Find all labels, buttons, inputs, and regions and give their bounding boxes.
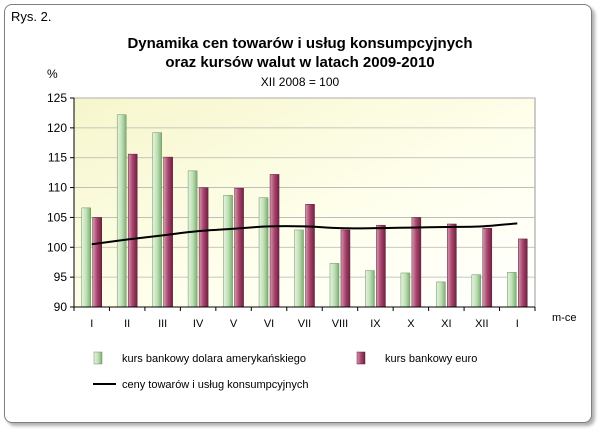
y-tick-label: 115	[48, 151, 67, 165]
x-tick-label: VII	[298, 318, 311, 330]
bar-eur	[376, 224, 386, 308]
x-tick-label: X	[407, 318, 415, 330]
x-tick-label: V	[230, 318, 238, 330]
bar-usd	[294, 229, 304, 308]
bar-usd	[436, 281, 446, 308]
legend-label-usd: kurs bankowy dolara amerykańskiego	[122, 353, 306, 365]
y-tick-label: 95	[54, 270, 68, 284]
bar-usd	[365, 270, 375, 308]
bar-eur	[92, 217, 102, 308]
chart-title-line2: oraz kursów walut w latach 2009-2010	[165, 54, 435, 71]
legend-label-eur: kurs bankowy euro	[385, 353, 477, 365]
x-tick-label: IX	[370, 318, 381, 330]
bar-usd	[152, 132, 162, 308]
y-tick-label: 100	[47, 240, 67, 254]
legend-label-cpi: ceny towarów i usług konsumpcyjnych	[122, 379, 308, 391]
y-tick-label: 90	[54, 300, 68, 314]
y-tick-label: 125	[47, 91, 67, 105]
bar-usd	[116, 114, 127, 308]
bar-eur	[518, 238, 528, 308]
x-tick-label: IV	[193, 318, 204, 330]
x-tick-label: XII	[475, 318, 488, 330]
cpi-line	[91, 222, 518, 246]
x-tick-label: III	[158, 318, 167, 330]
chart-title-line1: Dynamika cen towarów i usług konsumpcyjn…	[127, 35, 473, 52]
bar-usd	[400, 272, 411, 308]
bar-usd	[223, 195, 233, 308]
y-tick-label: 105	[47, 210, 67, 224]
bar-eur	[234, 187, 244, 308]
bar-eur	[447, 223, 457, 308]
cpi-line-layer	[91, 222, 518, 246]
y-tick-label: 120	[47, 121, 67, 135]
bar-usd	[329, 263, 340, 308]
x-tick-label: I	[90, 318, 93, 330]
x-tick-label: I	[516, 318, 519, 330]
chart-subtitle: XII 2008 = 100	[260, 75, 340, 89]
bar-usd	[258, 197, 269, 308]
bar-eur	[198, 187, 209, 308]
bar-eur	[340, 229, 351, 308]
bar-eur	[482, 227, 493, 308]
x-axis-label: m-ce	[552, 312, 576, 324]
x-tick-label: XI	[441, 318, 451, 330]
bar-usd	[187, 170, 198, 308]
x-tick-label: VI	[264, 318, 274, 330]
bar-eur	[305, 204, 315, 308]
x-tick-label: VIII	[332, 318, 349, 330]
legend-swatch-eur	[356, 351, 366, 365]
bars	[81, 114, 528, 308]
figure-label: Rys. 2.	[11, 9, 52, 24]
legend: kurs bankowy dolara amerykańskiego kurs …	[93, 351, 477, 391]
plot-area	[73, 97, 536, 308]
bar-usd	[507, 272, 517, 308]
bar-eur	[163, 156, 173, 308]
y-axis-label: %	[47, 67, 58, 81]
bar-eur	[411, 217, 422, 308]
bar-eur	[269, 174, 280, 308]
bar-eur	[127, 153, 138, 308]
x-tick-label: II	[124, 318, 130, 330]
y-tick-label: 110	[48, 181, 67, 195]
bar-usd	[471, 274, 482, 308]
legend-swatch-usd	[93, 351, 103, 365]
bar-usd	[81, 207, 91, 308]
